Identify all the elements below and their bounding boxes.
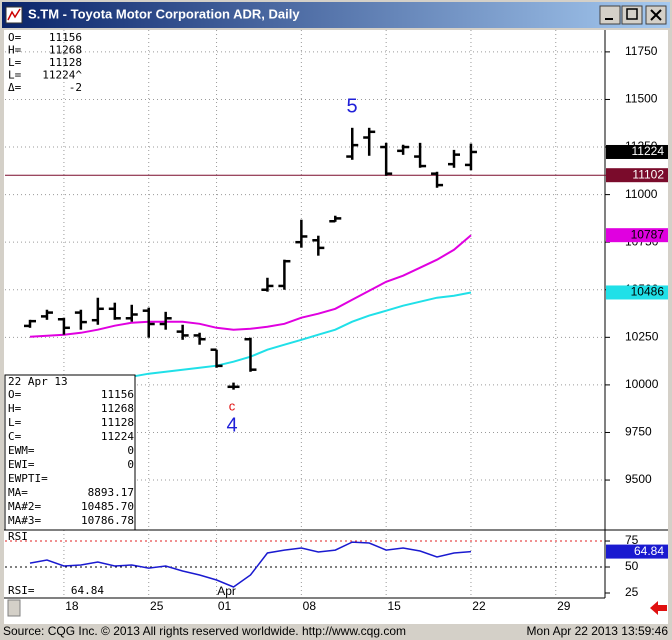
moving-average xyxy=(29,234,472,338)
value-box xyxy=(606,285,668,300)
annotation: c xyxy=(229,398,236,413)
window-buttons[interactable] xyxy=(599,5,667,25)
annotation: 5 xyxy=(346,95,357,117)
info-date: 22 Apr 13 xyxy=(8,375,68,388)
title-bar xyxy=(2,2,670,28)
info-value: 0 xyxy=(127,458,134,471)
info-value: 11224 xyxy=(101,430,134,443)
value-box xyxy=(606,144,668,159)
info-value: 10485.70 xyxy=(81,500,134,513)
info-label: MA= xyxy=(8,486,28,499)
maximize-glyph xyxy=(626,8,638,20)
annotation: 4 xyxy=(226,414,237,436)
info-value: 11268 xyxy=(101,402,134,415)
status-source: Source: CQG Inc. © 2013 All rights reser… xyxy=(3,624,406,638)
y-tick-label: 9500 xyxy=(625,472,652,486)
info-label: C= xyxy=(8,430,22,443)
info-value: 11156 xyxy=(101,388,134,401)
readout-value: 11128 xyxy=(49,56,82,69)
minimize-button[interactable] xyxy=(599,5,621,25)
value-box xyxy=(606,228,668,243)
y-tick-label: 11750 xyxy=(625,44,658,58)
rsi-status-value: 64.84 xyxy=(71,584,104,597)
x-tick-label: 15 xyxy=(387,599,401,613)
window-title: S.TM - Toyota Motor Corporation ADR, Dai… xyxy=(28,6,300,21)
y-tick-label: 75 xyxy=(625,533,639,547)
x-tick-label: 18 xyxy=(65,599,79,613)
readout-value: 11156 xyxy=(49,31,82,44)
value-box-label: 10486 xyxy=(631,285,665,299)
y-tick-label: 9750 xyxy=(625,425,652,439)
close-glyph xyxy=(650,9,662,21)
y-tick-label: 50 xyxy=(625,559,639,573)
info-label: L= xyxy=(8,416,22,429)
rsi-line xyxy=(29,541,472,588)
info-label: MA#3= xyxy=(8,514,41,527)
info-label: EWM= xyxy=(8,444,35,457)
value-box xyxy=(606,168,668,183)
rsi-status-label: RSI= xyxy=(8,584,35,597)
y-tick-label: 11500 xyxy=(625,92,658,106)
y-tick-label: 10250 xyxy=(625,329,659,343)
info-label: EWI= xyxy=(8,458,35,471)
value-box-label: 11102 xyxy=(632,167,664,181)
app-icon-glyph xyxy=(7,8,21,21)
y-tick-label: 25 xyxy=(625,585,639,599)
readout-label: L= xyxy=(8,56,22,69)
readout-label: Δ= xyxy=(8,81,22,94)
value-box-label: 10787 xyxy=(631,227,665,241)
readout-label: L= xyxy=(8,69,22,82)
info-label: EWPTI= xyxy=(8,472,48,485)
scroll-arrow[interactable] xyxy=(650,601,667,615)
y-tick-label: 11000 xyxy=(625,187,658,201)
x-tick-label: 29 xyxy=(557,599,571,613)
info-value: 11128 xyxy=(101,416,134,429)
x-tick-label: 01 xyxy=(218,599,232,613)
scroll-box[interactable] xyxy=(7,599,21,617)
info-label: O= xyxy=(8,388,22,401)
value-box-label: 11224 xyxy=(632,144,665,158)
status-time: Mon Apr 22 2013 13:59:46 xyxy=(527,624,669,638)
readout-value: -2 xyxy=(69,81,82,94)
chart-area xyxy=(4,30,668,624)
readout-label: H= xyxy=(8,44,22,57)
readout-value: 11268 xyxy=(49,44,82,57)
info-box xyxy=(4,374,136,531)
month-label: Apr xyxy=(217,584,236,598)
panel-title: RSI xyxy=(8,530,28,543)
info-label: MA#2= xyxy=(8,500,41,513)
readout-label: O= xyxy=(8,31,22,44)
x-tick-label: 22 xyxy=(472,599,486,613)
x-tick-label: 08 xyxy=(303,599,317,613)
info-value: 0 xyxy=(127,444,134,457)
readout-value: 11224^ xyxy=(42,69,82,82)
info-label: H= xyxy=(8,402,22,415)
info-value: 10786.78 xyxy=(81,514,134,527)
y-tick-label: 10000 xyxy=(625,377,659,391)
value-box-label: 64.84 xyxy=(634,544,664,558)
info-value: 8893.17 xyxy=(88,486,134,499)
x-tick-label: 25 xyxy=(150,599,164,613)
value-box xyxy=(606,544,668,559)
